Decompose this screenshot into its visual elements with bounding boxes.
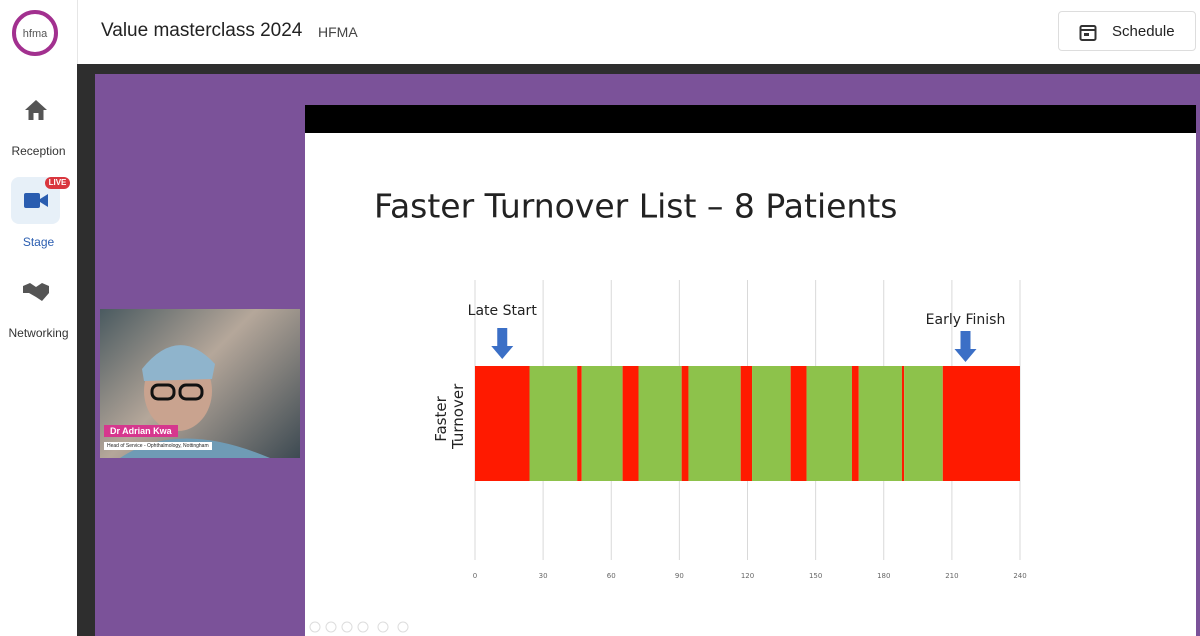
header: Value masterclass 2024 HFMA Schedule: [78, 0, 1200, 64]
bar-segment: [858, 366, 902, 481]
bar-segment: [901, 366, 905, 481]
sidebar: hfma Reception LIVE Stage Networking: [0, 0, 78, 636]
x-tick-label: 0: [473, 572, 477, 580]
organizer: HFMA: [318, 24, 358, 40]
bar-segment: [688, 366, 741, 481]
bar-segment: [581, 366, 623, 481]
slide-title: Faster Turnover List – 8 Patients: [374, 187, 897, 226]
x-tick-label: 30: [539, 572, 548, 580]
live-badge: LIVE: [45, 177, 70, 189]
calendar-icon: [1079, 25, 1097, 41]
logo[interactable]: hfma: [10, 8, 62, 60]
event-title: Value masterclass 2024: [101, 20, 303, 41]
bar-segment: [622, 366, 639, 481]
toolbar: [309, 621, 409, 633]
bar-segment: [577, 366, 582, 481]
x-tick-label: 240: [1013, 572, 1026, 580]
bar-segment: [475, 366, 530, 481]
x-tick-label: 180: [877, 572, 890, 580]
schedule-button[interactable]: Schedule: [1058, 11, 1196, 51]
x-tick-label: 60: [607, 572, 616, 580]
bar-segment: [529, 366, 578, 481]
bar-segment: [752, 366, 791, 481]
bar-segment: [904, 366, 943, 481]
speaker-name: Dr Adrian Kwa: [104, 425, 178, 437]
x-tick-label: 120: [741, 572, 754, 580]
bar-segment: [790, 366, 807, 481]
bar-segment: [851, 366, 859, 481]
chart: Faster Turnover List – 8 Patients 0 30 60 9…: [309, 187, 1027, 633]
x-tick-label: 210: [945, 572, 958, 580]
logo-text: hfma: [23, 28, 48, 40]
handshake-icon[interactable]: [22, 281, 50, 303]
speaker-video[interactable]: Dr Adrian Kwa Head of Service - Ophthalm…: [100, 309, 300, 458]
nav-label[interactable]: Stage: [22, 235, 55, 249]
annotation-label: Late Start: [468, 303, 538, 319]
nav-label[interactable]: Networking: [8, 326, 69, 340]
bar-segment: [740, 366, 753, 481]
annotation-arrow: [491, 328, 514, 359]
schedule-label: Schedule: [1112, 23, 1175, 40]
annotation-label: Early Finish: [926, 312, 1006, 328]
bar-segment: [681, 366, 689, 481]
camera-icon: [24, 193, 48, 208]
slide-top-bar: [305, 105, 1196, 133]
nav-label[interactable]: Reception: [11, 144, 66, 158]
bar-segment: [942, 366, 1020, 481]
speaker-role: Head of Service - Ophthalmology, Notting…: [104, 442, 212, 450]
home-icon[interactable]: [24, 99, 48, 121]
x-tick-label: 150: [809, 572, 822, 580]
bar-segment: [638, 366, 682, 481]
bar-segment: [806, 366, 852, 481]
slide: Faster Turnover List – 8 Patients 0 30 60 9…: [305, 105, 1196, 636]
x-tick-label: 90: [675, 572, 684, 580]
annotation-arrow: [954, 331, 977, 362]
category-label: Faster Turnover: [432, 383, 467, 449]
